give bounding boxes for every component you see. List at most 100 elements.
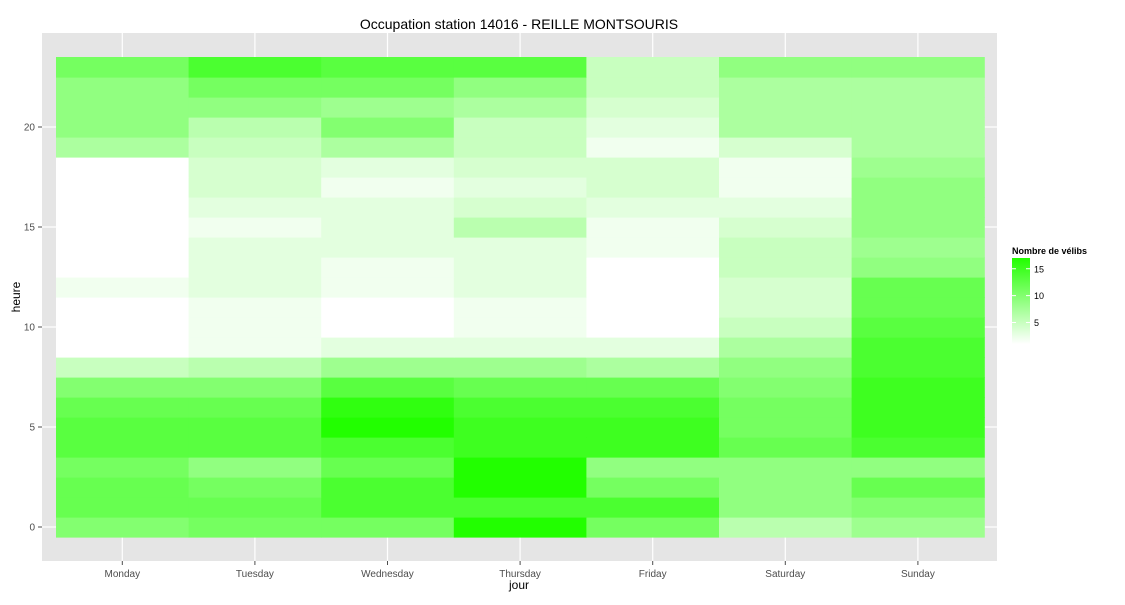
heatmap-cell bbox=[321, 157, 455, 178]
heatmap-cell bbox=[453, 77, 587, 98]
heatmap-cell bbox=[56, 397, 190, 418]
heatmap-cell bbox=[56, 517, 190, 538]
x-tick-label: Tuesday bbox=[236, 569, 274, 580]
heatmap-cell bbox=[719, 137, 853, 158]
heatmap-cell bbox=[453, 137, 587, 158]
legend: Nombre de vélibs 5 10 15 bbox=[1012, 246, 1087, 344]
heatmap-cell bbox=[719, 117, 853, 138]
heatmap-cell bbox=[188, 177, 322, 198]
heatmap-cell bbox=[188, 197, 322, 218]
heatmap-cell bbox=[321, 497, 455, 518]
heatmap-cell bbox=[586, 357, 720, 378]
heatmap-cell bbox=[56, 297, 190, 318]
heatmap-cell bbox=[56, 197, 190, 218]
heatmap-cell bbox=[719, 157, 853, 178]
heatmap-cell bbox=[851, 297, 985, 318]
heatmap-cell bbox=[719, 97, 853, 118]
heatmap-cell bbox=[851, 437, 985, 458]
legend-colorbar bbox=[1012, 258, 1030, 344]
heatmap-cell bbox=[586, 297, 720, 318]
heatmap-cell bbox=[321, 397, 455, 418]
heatmap-cell bbox=[719, 297, 853, 318]
x-tick-label: Sunday bbox=[901, 569, 935, 580]
heatmap-cell bbox=[321, 137, 455, 158]
heatmap-cell bbox=[586, 77, 720, 98]
legend-tick-label: 15 bbox=[1034, 264, 1044, 274]
heatmap-cell bbox=[719, 397, 853, 418]
heatmap-cell bbox=[851, 457, 985, 478]
heatmap-cell bbox=[56, 217, 190, 238]
heatmap-cell bbox=[851, 117, 985, 138]
y-tick-label: 10 bbox=[24, 323, 36, 334]
heatmap-cell bbox=[188, 477, 322, 498]
heatmap-cell bbox=[188, 437, 322, 458]
heatmap-cell bbox=[56, 477, 190, 498]
x-tick-label: Thursday bbox=[499, 569, 541, 580]
heatmap-cell bbox=[453, 117, 587, 138]
heatmap-cell bbox=[851, 197, 985, 218]
heatmap-cell bbox=[321, 217, 455, 238]
heatmap-cell bbox=[851, 517, 985, 538]
heatmap-cell bbox=[56, 277, 190, 298]
heatmap-cell bbox=[321, 97, 455, 118]
heatmap-cell bbox=[321, 177, 455, 198]
heatmap-cell bbox=[321, 317, 455, 338]
heatmap-cell bbox=[453, 237, 587, 258]
heatmap-cell bbox=[453, 377, 587, 398]
heatmap-cell bbox=[56, 177, 190, 198]
heatmap-cell bbox=[453, 157, 587, 178]
heatmap-cell bbox=[453, 217, 587, 238]
heatmap-cell bbox=[719, 277, 853, 298]
heatmap-cell bbox=[851, 237, 985, 258]
x-tick-label: Monday bbox=[105, 569, 141, 580]
heatmap-cell bbox=[453, 397, 587, 418]
heatmap-cell bbox=[851, 157, 985, 178]
heatmap-cell bbox=[188, 237, 322, 258]
heatmap-cell bbox=[453, 197, 587, 218]
heatmap-cell bbox=[586, 117, 720, 138]
heatmap-cell bbox=[719, 237, 853, 258]
heatmap-cell bbox=[851, 477, 985, 498]
heatmap-cell bbox=[719, 57, 853, 78]
heatmap-cell bbox=[586, 377, 720, 398]
heatmap-cell bbox=[586, 137, 720, 158]
heatmap-cell bbox=[453, 497, 587, 518]
heatmap-cell bbox=[453, 437, 587, 458]
heatmap-cell bbox=[188, 317, 322, 338]
heatmap-cell bbox=[188, 57, 322, 78]
heatmap-cell bbox=[719, 417, 853, 438]
x-tick-label: Saturday bbox=[765, 569, 805, 580]
heatmap-cell bbox=[56, 337, 190, 358]
heatmap-cell bbox=[586, 57, 720, 78]
heatmap-cell bbox=[453, 337, 587, 358]
heatmap-cell bbox=[188, 257, 322, 278]
heatmap-cell bbox=[453, 457, 587, 478]
heatmap-cell bbox=[719, 317, 853, 338]
x-tick-label: Friday bbox=[639, 569, 667, 580]
heatmap-cell bbox=[719, 77, 853, 98]
heatmap-cell bbox=[851, 317, 985, 338]
heatmap-cell bbox=[851, 137, 985, 158]
heatmap-cell bbox=[56, 117, 190, 138]
heatmap-cell bbox=[851, 377, 985, 398]
heatmap-cell bbox=[851, 337, 985, 358]
heatmap-cell bbox=[851, 217, 985, 238]
heatmap-cell bbox=[453, 257, 587, 278]
heatmap-cell bbox=[56, 377, 190, 398]
heatmap-cells bbox=[56, 57, 985, 538]
heatmap-cell bbox=[586, 477, 720, 498]
heatmap-cell bbox=[453, 57, 587, 78]
heatmap-cell bbox=[188, 517, 322, 538]
heatmap-cell bbox=[56, 497, 190, 518]
heatmap-cell bbox=[188, 337, 322, 358]
heatmap-cell bbox=[188, 457, 322, 478]
heatmap-cell bbox=[719, 217, 853, 238]
heatmap-cell bbox=[586, 497, 720, 518]
heatmap-cell bbox=[188, 297, 322, 318]
heatmap-cell bbox=[851, 177, 985, 198]
heatmap-cell bbox=[188, 77, 322, 98]
heatmap-cell bbox=[586, 257, 720, 278]
heatmap-cell bbox=[453, 297, 587, 318]
heatmap-cell bbox=[851, 277, 985, 298]
